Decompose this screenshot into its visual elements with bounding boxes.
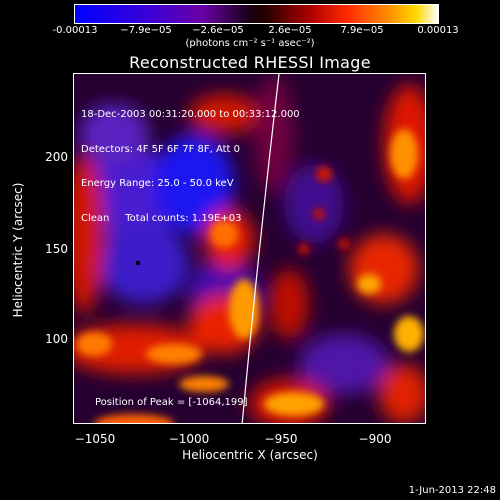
image-canvas [74, 74, 425, 423]
colorbar-tick: 2.6e−05 [268, 25, 312, 36]
info-line-energy: Energy Range: 25.0 - 50.0 keV [81, 178, 234, 189]
info-line-time: 18-Dec-2003 00:31:20.000 to 00:33:12.000 [81, 109, 300, 120]
y-tick: 100 [45, 332, 68, 346]
image-title: Reconstructed RHESSI Image [129, 53, 371, 72]
x-tick: −1000 [168, 432, 210, 446]
colorbar-tick: 7.9e−05 [340, 25, 384, 36]
x-tick: −900 [358, 432, 392, 446]
info-line-counts: Clean Total counts: 1.19E+03 [81, 212, 242, 224]
observation-info: 18-Dec-2003 00:31:20.000 to 00:33:12.000… [81, 86, 300, 236]
colorbar-tick: 0.00013 [417, 25, 459, 36]
colorbar-tick: -0.00013 [52, 25, 98, 36]
colorbar-tick: −2.6e−05 [192, 25, 244, 36]
colorbar-tick: −7.9e−05 [120, 25, 172, 36]
x-tick: −1050 [74, 432, 116, 446]
info-line-detectors: Detectors: 4F 5F 6F 7F 8F, Att 0 [81, 143, 241, 155]
colorbar-units: (photons cm⁻² s⁻¹ asec⁻²) [185, 38, 315, 49]
rhessi-image [73, 73, 426, 424]
x-axis-label: Heliocentric X (arcsec) [182, 448, 318, 462]
colorbar [74, 4, 439, 24]
x-tick: −950 [264, 432, 298, 446]
y-tick: 200 [45, 150, 68, 164]
peak-position-label: Position of Peak = [-1064,199] [95, 397, 248, 408]
y-tick: 150 [45, 242, 68, 256]
footer-date: 1-Jun-2013 22:48 [408, 485, 496, 496]
y-axis-label: Heliocentric Y (arcsec) [11, 182, 25, 318]
